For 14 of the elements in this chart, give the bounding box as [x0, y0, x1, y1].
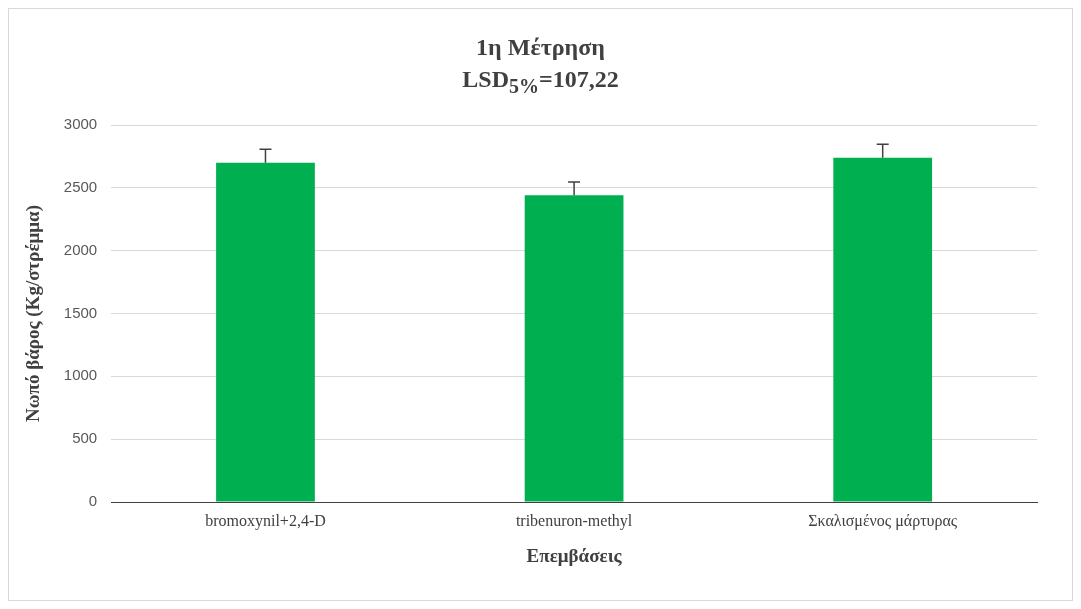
y-tick-label: 3000 [63, 114, 98, 132]
y-tick-label: 1000 [63, 366, 98, 384]
y-axis-title: Νωπό βάρος (Kg/στρέμμα) [22, 204, 45, 422]
x-tick-label: tribenuron-methyl [515, 511, 633, 530]
y-tick-label: 1500 [63, 303, 98, 321]
x-axis-title: Επεμβάσεις [526, 544, 623, 566]
x-tick-label: bromoxynil+2,4-D [205, 511, 326, 530]
chart-title: 1η Μέτρηση [475, 33, 606, 62]
chart-subtitle: LSD$_{5%}$=107,22 [461, 65, 620, 99]
y-tick-label: 0 [88, 491, 98, 509]
y-tick-label: 2500 [63, 177, 98, 195]
y-tick-label: 2000 [63, 240, 98, 258]
x-tick-label: Σκαλισμένος μάρτυρας [808, 511, 958, 530]
y-tick-label: 500 [72, 429, 98, 447]
